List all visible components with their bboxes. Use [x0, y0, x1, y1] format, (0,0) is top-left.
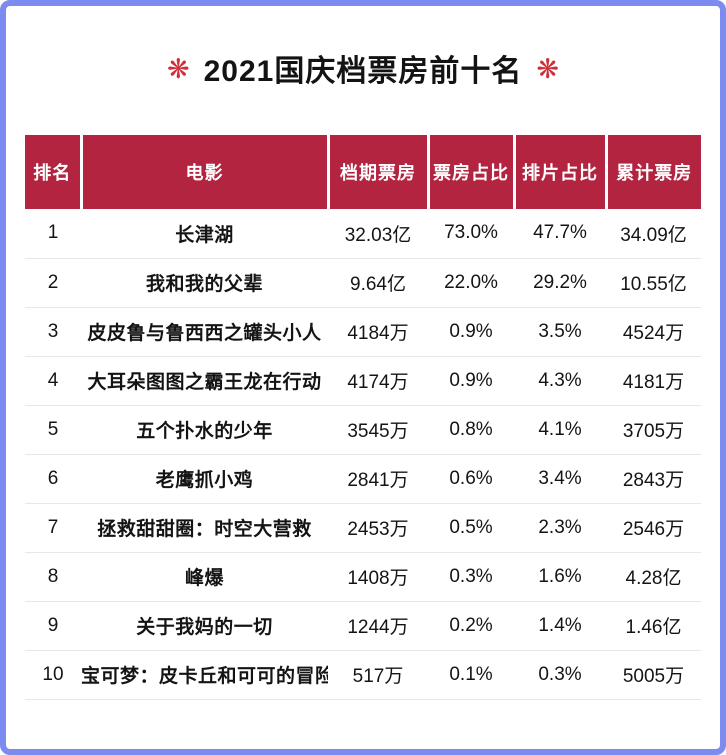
cell-box-office-share: 73.0%: [428, 209, 514, 259]
cell-cumulative-box-office: 4.28亿: [606, 552, 701, 602]
cell-cumulative-box-office: 2843万: [606, 454, 701, 504]
cell-period-box-office: 32.03亿: [328, 209, 428, 259]
cell-box-office-share: 0.9%: [428, 356, 514, 406]
cell-box-office-share: 22.0%: [428, 258, 514, 308]
cell-movie-title: 关于我妈的一切: [81, 601, 328, 651]
cell-screening-share: 1.6%: [514, 552, 606, 602]
cell-cumulative-box-office: 4181万: [606, 356, 701, 406]
table-row: 7 拯救甜甜圈：时空大营救 2453万 0.5% 2.3% 2546万: [25, 503, 701, 553]
table-row: 6 老鹰抓小鸡 2841万 0.6% 3.4% 2843万: [25, 454, 701, 504]
table-row: 10 宝可梦：皮卡丘和可可的冒险 517万 0.1% 0.3% 5005万: [25, 650, 701, 700]
cell-rank: 1: [25, 209, 81, 259]
cell-movie-title: 五个扑水的少年: [81, 405, 328, 455]
cell-cumulative-box-office: 3705万: [606, 405, 701, 455]
table-body: 1 长津湖 32.03亿 73.0% 47.7% 34.09亿 2 我和我的父辈…: [25, 209, 701, 700]
cell-rank: 5: [25, 405, 81, 455]
cell-cumulative-box-office: 2546万: [606, 503, 701, 553]
cell-movie-title: 长津湖: [81, 209, 328, 259]
cell-screening-share: 47.7%: [514, 209, 606, 259]
cell-screening-share: 3.4%: [514, 454, 606, 504]
cell-rank: 9: [25, 601, 81, 651]
cell-rank: 7: [25, 503, 81, 553]
cell-rank: 6: [25, 454, 81, 504]
cell-cumulative-box-office: 10.55亿: [606, 258, 701, 308]
cell-period-box-office: 1244万: [328, 601, 428, 651]
cell-screening-share: 0.3%: [514, 650, 606, 700]
header-cumulative-box-office: 累计票房: [604, 135, 701, 209]
table-row: 1 长津湖 32.03亿 73.0% 47.7% 34.09亿: [25, 209, 701, 259]
table-row: 5 五个扑水的少年 3545万 0.8% 4.1% 3705万: [25, 405, 701, 455]
header-period-box-office: 档期票房: [326, 135, 430, 209]
cell-period-box-office: 4174万: [328, 356, 428, 406]
cell-period-box-office: 9.64亿: [328, 258, 428, 308]
cell-rank: 3: [25, 307, 81, 357]
table-row: 9 关于我妈的一切 1244万 0.2% 1.4% 1.46亿: [25, 601, 701, 651]
header-rank: 排名: [25, 135, 83, 209]
cell-period-box-office: 517万: [328, 650, 428, 700]
cell-movie-title: 我和我的父辈: [81, 258, 328, 308]
cell-box-office-share: 0.3%: [428, 552, 514, 602]
cell-movie-title: 拯救甜甜圈：时空大营救: [81, 503, 328, 553]
cell-box-office-share: 0.8%: [428, 405, 514, 455]
cell-rank: 8: [25, 552, 81, 602]
cell-screening-share: 3.5%: [514, 307, 606, 357]
cell-cumulative-box-office: 5005万: [606, 650, 701, 700]
cell-period-box-office: 2453万: [328, 503, 428, 553]
cell-period-box-office: 4184万: [328, 307, 428, 357]
cell-movie-title: 皮皮鲁与鲁西西之罐头小人: [81, 307, 328, 357]
cell-movie-title: 峰爆: [81, 552, 328, 602]
cell-rank: 10: [25, 650, 81, 700]
table-row: 8 峰爆 1408万 0.3% 1.6% 4.28亿: [25, 552, 701, 602]
cell-rank: 2: [25, 258, 81, 308]
table-header-row: 排名 电影 档期票房 票房占比 排片占比 累计票房: [25, 135, 701, 209]
cell-movie-title: 老鹰抓小鸡: [81, 454, 328, 504]
cell-cumulative-box-office: 1.46亿: [606, 601, 701, 651]
cell-cumulative-box-office: 34.09亿: [606, 209, 701, 259]
header-movie: 电影: [79, 135, 330, 209]
cell-movie-title: 大耳朵图图之霸王龙在行动: [81, 356, 328, 406]
cell-period-box-office: 1408万: [328, 552, 428, 602]
cell-screening-share: 1.4%: [514, 601, 606, 651]
cell-box-office-share: 0.6%: [428, 454, 514, 504]
cell-screening-share: 4.1%: [514, 405, 606, 455]
cell-box-office-share: 0.9%: [428, 307, 514, 357]
page-title: ❋ 2021国庆档票房前十名 ❋: [6, 46, 720, 90]
page-title-text: 2021国庆档票房前十名: [203, 55, 523, 88]
asterisk-right-icon: ❋: [536, 53, 559, 84]
cell-box-office-share: 0.1%: [428, 650, 514, 700]
header-screening-share: 排片占比: [512, 135, 608, 209]
cell-box-office-share: 0.5%: [428, 503, 514, 553]
cell-screening-share: 4.3%: [514, 356, 606, 406]
cell-screening-share: 2.3%: [514, 503, 606, 553]
cell-movie-title: 宝可梦：皮卡丘和可可的冒险: [81, 650, 328, 700]
table-row: 2 我和我的父辈 9.64亿 22.0% 29.2% 10.55亿: [25, 258, 701, 308]
cell-box-office-share: 0.2%: [428, 601, 514, 651]
table-row: 3 皮皮鲁与鲁西西之罐头小人 4184万 0.9% 3.5% 4524万: [25, 307, 701, 357]
cell-rank: 4: [25, 356, 81, 406]
cell-cumulative-box-office: 4524万: [606, 307, 701, 357]
asterisk-left-icon: ❋: [167, 53, 190, 84]
cell-screening-share: 29.2%: [514, 258, 606, 308]
header-box-office-share: 票房占比: [426, 135, 516, 209]
cell-period-box-office: 2841万: [328, 454, 428, 504]
cell-period-box-office: 3545万: [328, 405, 428, 455]
table-row: 4 大耳朵图图之霸王龙在行动 4174万 0.9% 4.3% 4181万: [25, 356, 701, 406]
box-office-table: 排名 电影 档期票房 票房占比 排片占比 累计票房 1 长津湖 32.03亿 7…: [25, 135, 701, 700]
